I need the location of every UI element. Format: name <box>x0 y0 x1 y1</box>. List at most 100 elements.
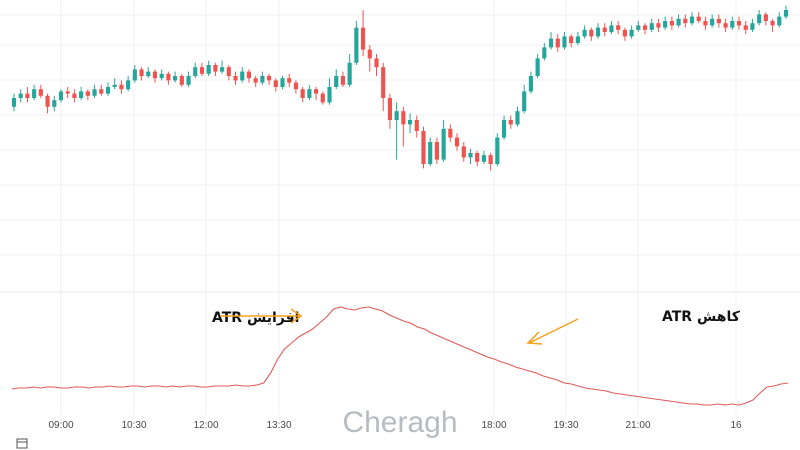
candle <box>616 21 621 35</box>
candle <box>421 126 426 169</box>
arrow-right-icon <box>220 308 303 324</box>
candle <box>649 18 654 32</box>
candle <box>763 12 768 26</box>
candle <box>354 21 359 65</box>
candle <box>515 106 520 127</box>
candle <box>575 32 580 46</box>
candle <box>334 69 339 90</box>
candle <box>703 16 708 30</box>
candle <box>475 150 480 167</box>
candle <box>736 16 742 30</box>
x-tick-label: 12:00 <box>193 420 218 431</box>
candle <box>454 133 460 151</box>
candle <box>173 71 178 83</box>
candle <box>273 78 278 92</box>
candle <box>300 87 305 103</box>
candle <box>152 69 158 83</box>
candle <box>461 142 466 162</box>
candle <box>186 71 191 87</box>
candle <box>629 25 634 39</box>
calendar-icon[interactable] <box>16 438 28 449</box>
candle <box>99 84 104 96</box>
arrow-down-left-icon <box>526 318 579 345</box>
x-tick-label: 13:30 <box>266 420 291 431</box>
candle <box>220 60 225 74</box>
candle <box>11 93 17 112</box>
candle <box>166 71 171 85</box>
candle <box>542 43 547 61</box>
candle <box>636 21 641 32</box>
candle <box>730 16 735 30</box>
candle <box>589 27 594 41</box>
candle <box>602 23 607 37</box>
candle <box>555 34 560 52</box>
candle <box>656 18 661 32</box>
candle <box>522 84 527 114</box>
candle <box>233 71 238 85</box>
candle <box>582 25 587 39</box>
candle <box>394 102 399 160</box>
candle <box>139 67 144 81</box>
candle <box>18 89 23 103</box>
candle <box>360 10 366 57</box>
candle <box>32 84 37 101</box>
x-tick-label: 10:30 <box>121 420 146 431</box>
candle <box>622 27 627 41</box>
candle <box>206 60 211 76</box>
candle <box>58 89 64 103</box>
candle <box>508 115 513 129</box>
candle <box>340 71 346 87</box>
candle <box>79 87 84 101</box>
candle <box>716 14 721 28</box>
candle <box>528 71 533 94</box>
candle <box>367 45 372 72</box>
candle <box>642 23 648 35</box>
candle <box>159 69 164 81</box>
candle <box>85 89 90 101</box>
candle <box>280 76 285 90</box>
candle <box>92 84 97 98</box>
candle <box>750 18 755 32</box>
x-tick-label: 18:00 <box>481 420 506 431</box>
candle <box>488 153 493 171</box>
candle <box>595 23 601 39</box>
x-tick-label: 19:30 <box>553 420 578 431</box>
atr-decrease-label: کاهش ATR <box>662 309 741 325</box>
candle <box>387 93 393 129</box>
candle <box>770 18 775 32</box>
candle <box>414 115 419 138</box>
candle <box>696 12 701 24</box>
candle <box>327 78 332 105</box>
candle <box>246 69 252 83</box>
atr-increase-annotation: افزایش ATR <box>212 308 303 326</box>
candle <box>25 87 30 103</box>
candle <box>441 120 446 162</box>
candle <box>535 54 540 79</box>
candle <box>468 148 473 164</box>
candle <box>347 54 352 87</box>
x-tick-label: 21:00 <box>625 420 650 431</box>
chart-gridlines <box>0 0 800 415</box>
candle <box>193 62 198 79</box>
candle <box>743 21 748 35</box>
candle <box>683 14 688 28</box>
candle <box>428 137 433 167</box>
candle <box>38 84 43 98</box>
candle <box>783 5 789 19</box>
candle <box>72 89 77 103</box>
candle <box>663 16 668 30</box>
candle <box>253 76 258 87</box>
candle <box>689 12 695 26</box>
candle <box>293 80 299 94</box>
candle <box>45 93 50 114</box>
candle <box>569 34 574 48</box>
candle <box>676 14 681 28</box>
candle <box>495 133 500 167</box>
candle <box>401 106 406 147</box>
atr-indicator-line <box>11 306 789 406</box>
candle <box>381 62 386 112</box>
candle <box>199 62 205 76</box>
candle <box>112 78 117 90</box>
candle <box>669 16 674 30</box>
